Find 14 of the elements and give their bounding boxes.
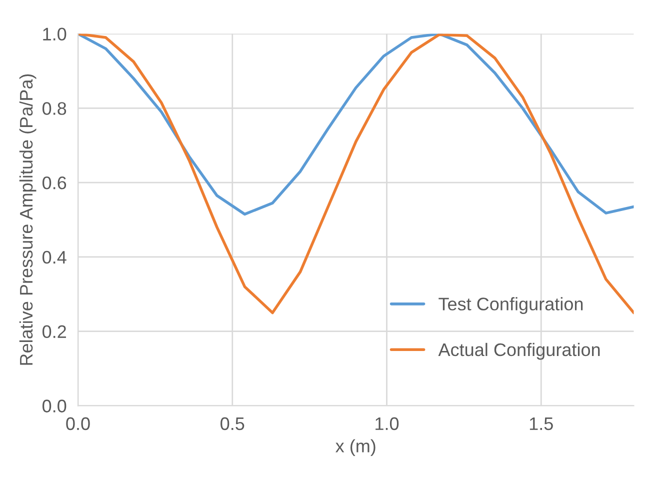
x-tick-label: 0.5 [220, 417, 244, 430]
y-tick-label: 0.0 [42, 400, 66, 412]
y-tick-label: 0.6 [42, 176, 66, 190]
y-tick-label: 0.8 [42, 102, 66, 115]
x-tick-label: 0.0 [66, 417, 90, 430]
x-axis-title: x (m) [336, 439, 376, 456]
x-tick-label: 1.5 [530, 417, 553, 430]
x-tick-label: 1.0 [376, 417, 399, 430]
y-tick-label: 0.4 [42, 250, 66, 264]
y-axis-title: Relative Pressure Amplitude (Pa/Pa) [19, 74, 36, 365]
legend-label: Actual Configuration [438, 342, 600, 360]
y-tick-label: 0.2 [42, 325, 66, 338]
legend-label: Test Configuration [438, 297, 583, 314]
y-tick-label: 1.0 [43, 28, 66, 41]
